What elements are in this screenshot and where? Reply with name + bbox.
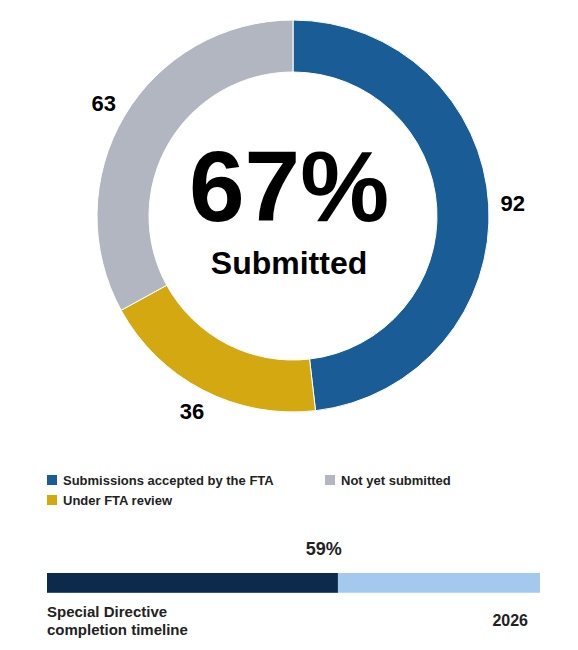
html-text:2026: 2026 (492, 612, 528, 629)
html-text:Submissions accepted by the FT: Submissions accepted by the FTA (63, 472, 274, 488)
svg-text:92: 92 (500, 191, 524, 216)
svg-text:59%: 59% (306, 539, 342, 559)
svg-text:63: 63 (91, 91, 115, 116)
html-text:Submitted: Submitted (210, 245, 368, 281)
html-text:67%: 67% (188, 130, 390, 242)
html-text:Under FTA review: Under FTA review (63, 492, 173, 508)
svg-text:36: 36 (180, 399, 204, 424)
html-text:Not yet submitted: Not yet submitted (341, 472, 451, 488)
html-text:Special Directive completion t: Special Directive completion timeline (47, 603, 188, 638)
